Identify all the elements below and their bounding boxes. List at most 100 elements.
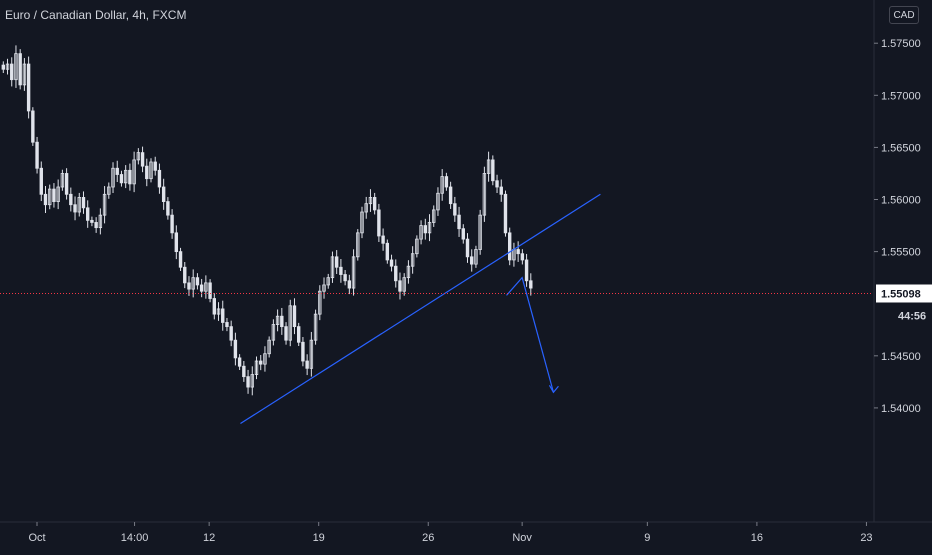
candle-body bbox=[48, 188, 52, 206]
candle-body bbox=[221, 308, 225, 323]
candle-body bbox=[520, 253, 525, 261]
candle-body bbox=[73, 204, 77, 213]
candle-body bbox=[275, 315, 280, 325]
candle-body bbox=[296, 326, 301, 343]
candle-body bbox=[18, 53, 22, 86]
candle-body bbox=[478, 214, 482, 250]
symbol-name: Euro / Canadian Dollar bbox=[5, 8, 126, 22]
candle-body bbox=[453, 203, 457, 216]
candle-body bbox=[166, 201, 170, 216]
candle-body bbox=[31, 110, 35, 143]
candle-body bbox=[170, 214, 174, 234]
candle-body bbox=[491, 159, 495, 182]
candle-body bbox=[402, 277, 406, 292]
candle-body bbox=[35, 141, 39, 169]
chart-title: Euro / Canadian Dollar, 4h, FXCM bbox=[5, 8, 186, 22]
candle-body bbox=[516, 249, 520, 255]
candle-body bbox=[356, 232, 360, 258]
candle-body bbox=[86, 207, 90, 221]
candle-body bbox=[237, 357, 242, 367]
candle-body bbox=[229, 326, 233, 341]
candle-body bbox=[381, 235, 385, 244]
price-tick-label: 1.54000 bbox=[881, 403, 921, 415]
candle-body bbox=[10, 63, 14, 81]
currency-badge[interactable]: CAD bbox=[889, 6, 919, 24]
candle-body bbox=[444, 176, 449, 188]
candle-body bbox=[119, 174, 124, 184]
candle-body bbox=[448, 186, 453, 205]
title-separator: , bbox=[125, 8, 133, 22]
candle-series bbox=[1, 45, 533, 396]
candle-body bbox=[128, 169, 132, 185]
candle-body bbox=[254, 360, 259, 375]
candle-body bbox=[208, 282, 212, 299]
candle-body bbox=[343, 274, 347, 282]
candle-body bbox=[292, 305, 297, 328]
price-tick-label: 1.55500 bbox=[881, 247, 921, 259]
countdown-badge bbox=[876, 302, 932, 321]
candle-body bbox=[174, 232, 179, 253]
candle-body bbox=[250, 374, 254, 388]
candle-body bbox=[136, 152, 141, 161]
candle-body bbox=[347, 280, 352, 289]
candle-body bbox=[313, 313, 318, 341]
candle-body bbox=[259, 360, 263, 365]
candle-body bbox=[507, 232, 512, 261]
candle-body bbox=[56, 186, 60, 202]
time-tick-label: 14:00 bbox=[121, 532, 149, 544]
time-tick-label: 12 bbox=[203, 532, 215, 544]
forecast-arrow-path[interactable] bbox=[506, 276, 555, 393]
candle-body bbox=[111, 167, 115, 188]
countdown-label: 44:56 bbox=[898, 310, 926, 322]
candle-body bbox=[216, 308, 221, 315]
candle-body bbox=[419, 225, 423, 240]
time-tick-label: 19 bbox=[313, 532, 325, 544]
candle-body bbox=[318, 290, 322, 315]
price-tick-label: 1.56000 bbox=[881, 195, 921, 207]
candle-body bbox=[140, 152, 145, 167]
price-axis[interactable]: 1.57500 1.57000 1.56500 1.56000 1.55500 1.545… bbox=[873, 0, 932, 522]
candle-body bbox=[178, 251, 183, 268]
candle-body bbox=[406, 265, 411, 279]
candle-body bbox=[423, 225, 427, 234]
candle-body bbox=[191, 277, 195, 290]
candle-body bbox=[22, 63, 27, 86]
candle-body bbox=[427, 222, 432, 234]
candle-body bbox=[242, 365, 246, 378]
time-tick-label: 23 bbox=[860, 532, 872, 544]
candle-body bbox=[149, 161, 153, 180]
candle-body bbox=[524, 259, 529, 282]
candle-body bbox=[364, 203, 368, 213]
candle-body bbox=[187, 282, 191, 290]
candle-body bbox=[461, 228, 465, 240]
exchange-label: FXCM bbox=[152, 8, 187, 22]
candle-body bbox=[107, 186, 111, 195]
candle-body bbox=[322, 284, 326, 292]
candle-body bbox=[436, 192, 440, 211]
candle-body bbox=[385, 242, 390, 261]
price-tick-label: 1.57500 bbox=[881, 38, 921, 50]
candle-body bbox=[81, 197, 86, 209]
last-price-badge bbox=[876, 284, 932, 303]
candle-body bbox=[470, 256, 474, 265]
candle-body bbox=[39, 167, 43, 195]
candle-body bbox=[503, 193, 508, 234]
candle-body bbox=[372, 197, 377, 211]
time-tick-label: 26 bbox=[422, 532, 434, 544]
candle-body bbox=[415, 238, 419, 255]
candle-body bbox=[199, 284, 204, 292]
candle-body bbox=[394, 265, 398, 282]
time-axis[interactable]: Oct 14:00 12 19 26 Nov 9 16 23 bbox=[0, 521, 932, 544]
drawing-layer[interactable] bbox=[240, 193, 601, 425]
candle-body bbox=[440, 176, 444, 194]
candle-body bbox=[398, 280, 402, 292]
candle-body bbox=[486, 159, 491, 174]
price-tick-label: 1.57000 bbox=[881, 90, 921, 102]
candle-body bbox=[301, 341, 305, 362]
candle-body bbox=[225, 322, 229, 328]
arrow-head[interactable] bbox=[548, 384, 559, 394]
trend-line[interactable] bbox=[240, 193, 601, 425]
